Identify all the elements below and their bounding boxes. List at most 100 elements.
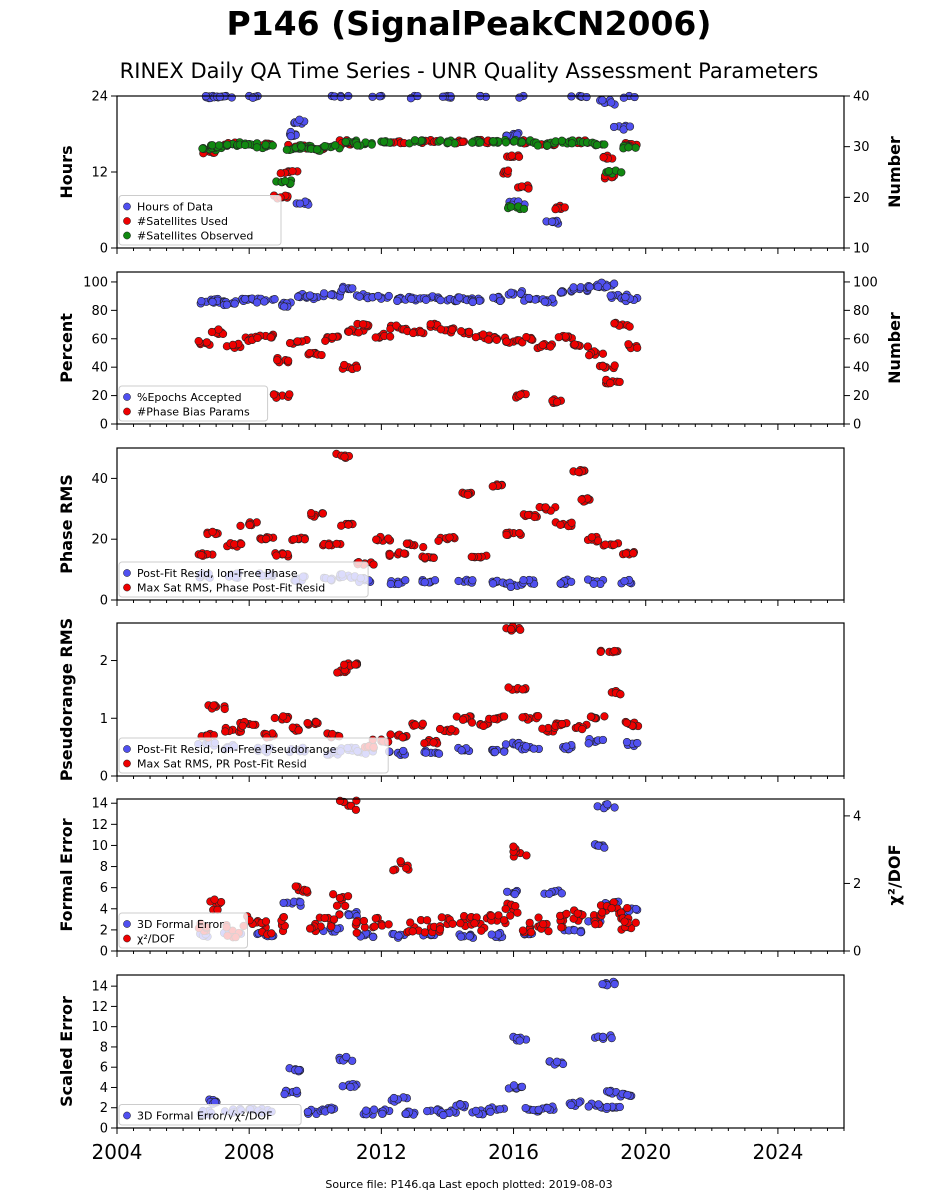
data-point <box>295 199 305 208</box>
y-tick-label: 14 <box>91 980 108 995</box>
data-point <box>455 293 464 302</box>
data-point <box>420 739 429 748</box>
legend-label: Post-Fit Resid, Ion-Free Pseudorange <box>137 743 337 756</box>
data-point <box>538 724 547 733</box>
data-point <box>586 712 595 721</box>
y-tick-label: 0 <box>100 945 108 960</box>
data-point <box>419 543 428 552</box>
data-point <box>359 916 369 926</box>
data-point <box>468 576 477 585</box>
data-point <box>340 360 349 370</box>
legend: 3D Formal Error χ²/DOF <box>118 912 248 949</box>
data-point <box>348 284 357 293</box>
data-point <box>490 748 500 757</box>
data-point <box>210 895 219 904</box>
data-point <box>230 299 239 308</box>
data-point <box>601 540 610 549</box>
y-right-tick-label: 4 <box>853 809 861 824</box>
y-tick-label: 10 <box>91 1020 108 1035</box>
data-point <box>463 490 472 499</box>
data-point <box>348 1056 357 1065</box>
panel-6: 0 2 4 6 8 10 12 14 Scaled Error 3D Formal Error/√… <box>57 974 845 1137</box>
data-point <box>547 217 557 226</box>
legend: Post-Fit Resid, Ion-Free Pseudorange Max … <box>118 737 389 774</box>
data-point <box>553 397 562 407</box>
data-point <box>420 578 429 587</box>
data-point <box>236 521 245 530</box>
data-point <box>369 560 378 569</box>
data-point <box>617 168 626 177</box>
data-point <box>562 909 571 918</box>
data-point <box>557 923 566 932</box>
y-right-tick-label: 60 <box>853 332 870 347</box>
data-point <box>281 176 290 186</box>
legend-marker <box>123 920 131 928</box>
y-axis-label: Phase RMS <box>57 474 76 574</box>
data-point <box>519 576 528 585</box>
data-point <box>202 338 211 347</box>
data-point <box>408 927 417 936</box>
y-axis-label: Percent <box>57 313 76 383</box>
data-point <box>294 1066 303 1075</box>
data-point <box>346 1082 355 1092</box>
legend-box <box>118 912 248 949</box>
data-point <box>293 292 303 301</box>
data-point <box>384 534 393 543</box>
legend-label: #Satellites Used <box>137 215 228 228</box>
y-right-tick-label: 20 <box>853 389 870 404</box>
data-point <box>341 901 350 911</box>
data-point <box>410 136 420 145</box>
data-point <box>458 715 468 724</box>
data-point <box>197 550 206 560</box>
y-tick-label: 0 <box>100 594 108 609</box>
series-#Phase Bias Params <box>194 318 642 408</box>
y-tick-label: 6 <box>100 1061 108 1076</box>
data-point <box>416 328 426 337</box>
data-point <box>386 550 395 559</box>
data-point <box>543 1104 552 1113</box>
y-tick-label: 4 <box>100 1081 108 1096</box>
data-point <box>516 390 525 399</box>
data-point <box>319 289 329 298</box>
data-point <box>434 749 444 758</box>
data-point <box>622 738 632 747</box>
data-point <box>583 575 593 584</box>
data-point <box>583 342 592 351</box>
data-point <box>438 92 447 101</box>
data-point <box>594 536 603 545</box>
legend-label: Hours of Data <box>137 201 213 214</box>
data-point <box>517 1082 527 1091</box>
data-point <box>487 930 496 939</box>
data-point <box>518 713 527 722</box>
data-point <box>506 911 515 920</box>
data-point <box>377 921 387 930</box>
data-point <box>467 718 477 727</box>
data-point <box>600 843 609 852</box>
data-point <box>506 582 515 592</box>
data-point <box>289 535 298 544</box>
data-point <box>631 918 640 927</box>
data-point <box>633 343 642 352</box>
data-point <box>344 520 353 529</box>
data-point <box>533 141 542 150</box>
data-point <box>284 356 293 365</box>
data-point <box>220 704 229 714</box>
data-point <box>602 1102 612 1112</box>
data-point <box>489 137 498 146</box>
data-point <box>621 549 631 558</box>
data-point <box>633 739 642 748</box>
data-point <box>521 1103 530 1113</box>
data-point <box>502 530 511 539</box>
data-point <box>557 136 566 145</box>
data-point <box>197 297 206 306</box>
data-point <box>603 800 612 809</box>
data-point <box>517 138 527 147</box>
data-point <box>267 929 276 938</box>
data-point <box>556 520 565 529</box>
legend-marker <box>123 745 131 753</box>
y-tick-label: 40 <box>91 361 108 376</box>
series-χ²/DOF <box>194 796 640 942</box>
data-point <box>326 1105 336 1114</box>
data-point <box>557 889 566 898</box>
data-point <box>394 931 403 940</box>
